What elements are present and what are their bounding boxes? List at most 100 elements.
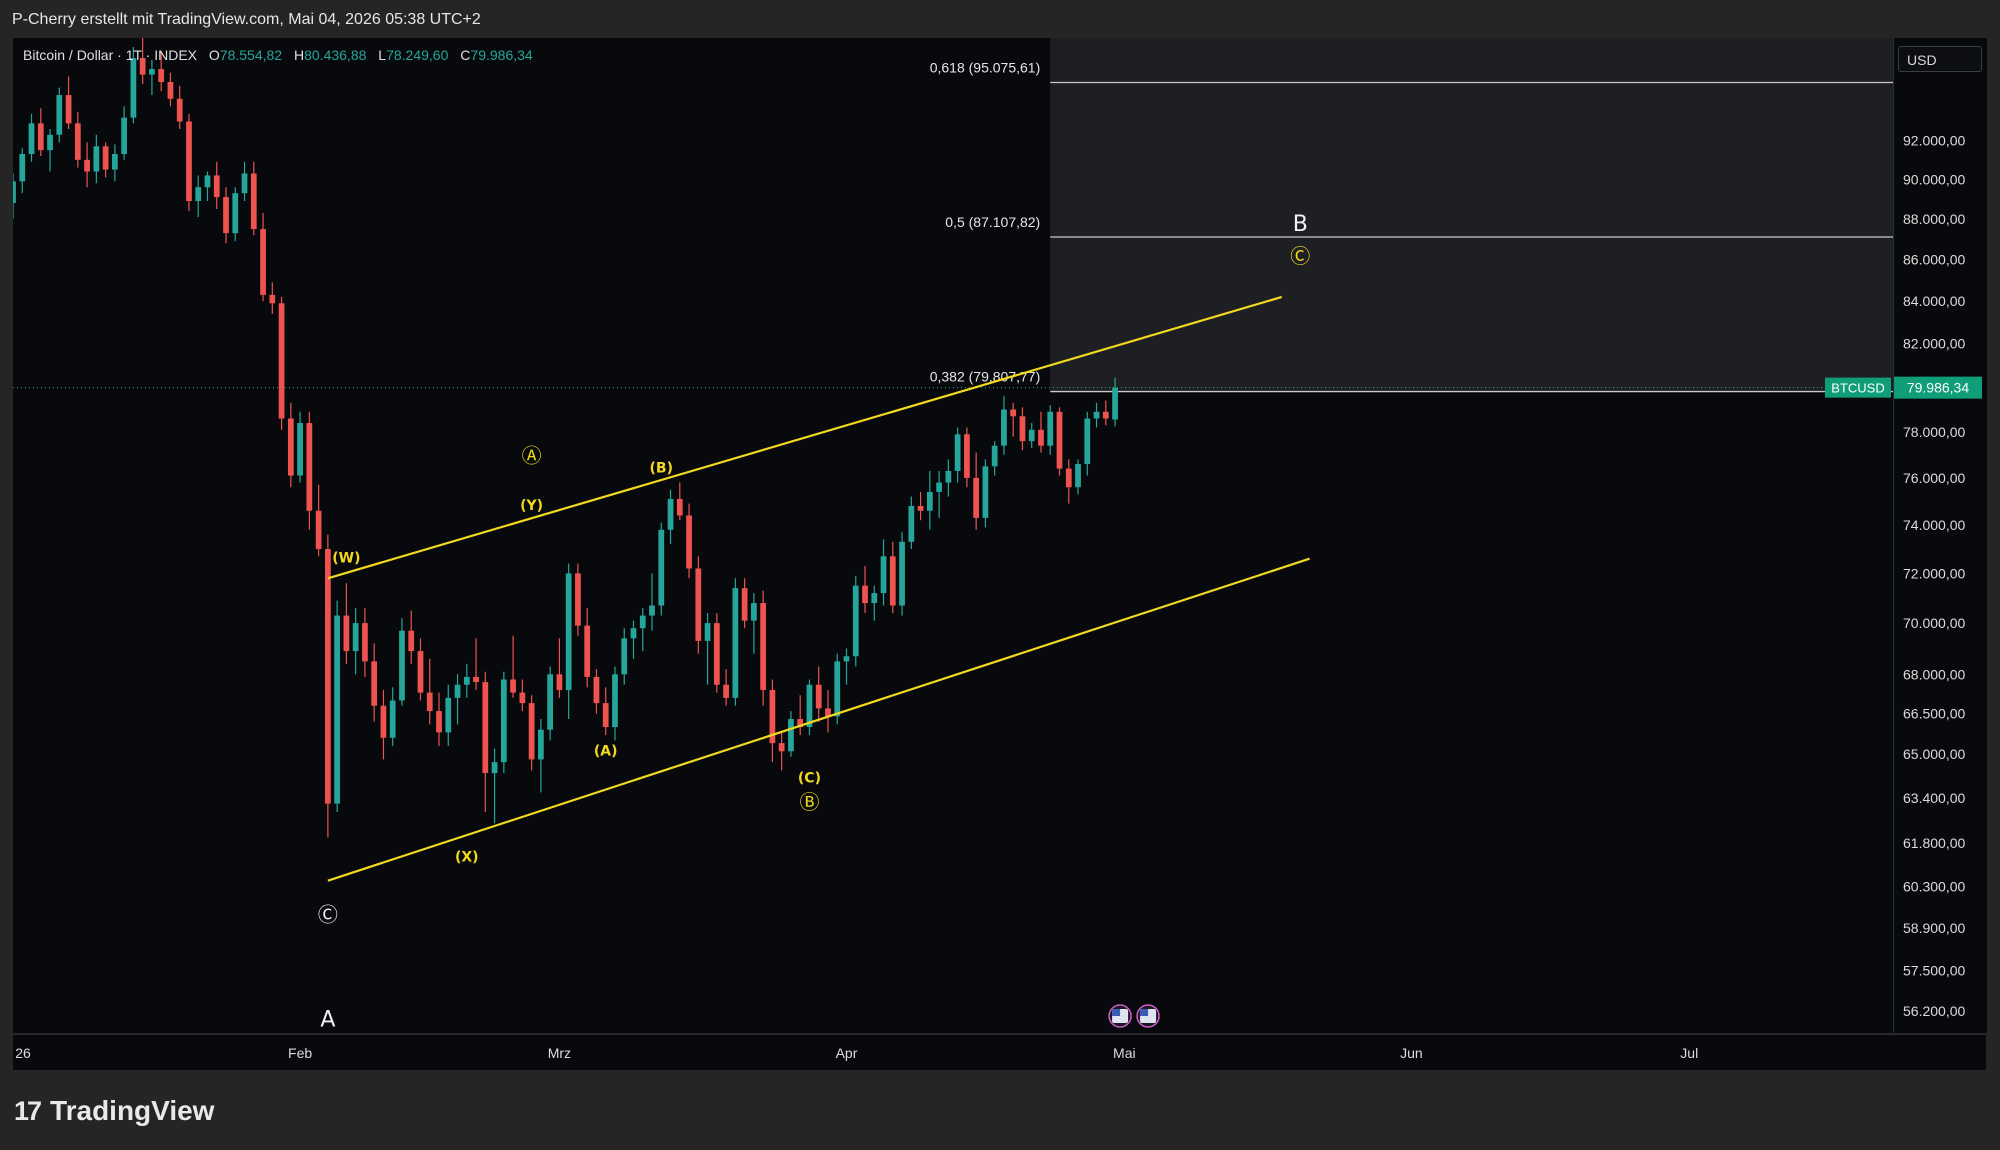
- low-label: L: [378, 47, 387, 63]
- candle-body: [297, 423, 303, 476]
- candle: [297, 411, 303, 483]
- candle-body: [880, 556, 887, 594]
- candle-body: [982, 466, 989, 518]
- candle: [1065, 459, 1072, 504]
- candle-body: [139, 58, 146, 75]
- wave-label: Ⓒ: [318, 903, 338, 927]
- candle-body: [899, 541, 905, 606]
- candle-body: [639, 615, 646, 629]
- candle-body: [723, 684, 729, 698]
- candle-body: [28, 123, 35, 155]
- y-tick-label: 92.000,00: [1903, 133, 1965, 149]
- candle-body: [260, 229, 266, 295]
- candle: [232, 187, 239, 242]
- candle: [278, 296, 285, 430]
- x-tick-label: Mai: [1113, 1045, 1136, 1061]
- candle-body: [917, 506, 924, 511]
- candle: [1010, 402, 1017, 437]
- flag-canton: [1112, 1009, 1121, 1016]
- candle-body: [269, 294, 276, 304]
- candle: [649, 573, 655, 631]
- candle-body: [1084, 418, 1091, 465]
- candle-body: [538, 729, 544, 760]
- candle: [112, 144, 118, 182]
- candle: [713, 613, 720, 693]
- candle-body: [362, 623, 368, 662]
- time-axis[interactable]: [13, 1034, 1986, 1071]
- candle: [575, 563, 581, 636]
- candle-body: [621, 638, 628, 675]
- candle: [880, 539, 887, 606]
- candle-body: [547, 674, 554, 730]
- candle-body: [213, 175, 220, 198]
- symbol-label[interactable]: Bitcoin / Dollar · 1T · INDEX: [23, 47, 198, 63]
- wave-label: (X): [455, 849, 479, 865]
- candle: [325, 534, 331, 838]
- tradingview-logo[interactable]: 17 TradingView: [14, 1095, 214, 1127]
- candle: [186, 113, 192, 212]
- candle: [751, 593, 757, 654]
- x-tick-label: Jun: [1400, 1045, 1423, 1061]
- candle-body: [93, 146, 100, 172]
- candle-body: [954, 434, 961, 471]
- candle-body: [130, 58, 137, 118]
- candle-body: [399, 630, 405, 701]
- y-tick-label: 72.000,00: [1903, 565, 1965, 581]
- candle: [1047, 405, 1054, 455]
- candle: [149, 59, 155, 96]
- candle-body: [306, 423, 313, 511]
- candle-body: [278, 303, 285, 419]
- candle-body: [852, 585, 859, 657]
- candle-body: [519, 692, 526, 704]
- currency-selector[interactable]: USD: [1898, 46, 1982, 72]
- candle-body: [1038, 429, 1044, 446]
- y-tick-label: 84.000,00: [1903, 293, 1965, 309]
- candle-body: [13, 181, 16, 204]
- event-flag-icon[interactable]: [1136, 1004, 1160, 1028]
- y-tick-label: 86.000,00: [1903, 252, 1965, 268]
- candle-body: [491, 762, 498, 774]
- candle: [806, 679, 813, 736]
- candle: [936, 470, 942, 518]
- candle: [287, 402, 294, 488]
- candle: [852, 575, 859, 667]
- candle: [352, 608, 359, 675]
- y-tick-label: 66.500,00: [1903, 706, 1965, 722]
- candle: [769, 679, 776, 763]
- candle-body: [843, 656, 850, 662]
- candle-body: [1112, 387, 1118, 420]
- candle: [1019, 407, 1026, 451]
- wave-label: (C): [798, 771, 821, 787]
- candle: [1028, 423, 1035, 448]
- candle: [1056, 407, 1063, 476]
- candle: [676, 482, 683, 521]
- y-tick-label: 58.900,00: [1903, 920, 1965, 936]
- candle-body: [964, 434, 970, 478]
- open-value: 78.554,82: [219, 47, 283, 63]
- candle: [528, 695, 535, 771]
- candle-body: [973, 477, 980, 518]
- candle-body: [760, 603, 767, 690]
- candle: [426, 658, 433, 725]
- candle: [871, 585, 878, 621]
- candle-body: [74, 123, 81, 160]
- candle-body: [667, 498, 674, 530]
- symbol-tag-box: [1825, 377, 1891, 398]
- candle: [362, 608, 368, 677]
- candle: [538, 719, 544, 793]
- x-tick-label: 26: [15, 1045, 31, 1061]
- candle-body: [352, 623, 359, 652]
- y-tick-label: 70.000,00: [1903, 615, 1965, 631]
- price-axis[interactable]: [1893, 38, 1987, 1033]
- candle: [991, 441, 998, 476]
- candle-body: [436, 711, 442, 733]
- event-flag-icon[interactable]: [1108, 1004, 1132, 1028]
- candle: [454, 674, 461, 725]
- candle: [621, 628, 628, 685]
- candle-body: [926, 491, 933, 511]
- candle: [371, 643, 378, 722]
- candle-body: [751, 603, 757, 621]
- candle: [436, 692, 442, 746]
- candle-body: [250, 173, 257, 230]
- candle-body: [565, 573, 572, 690]
